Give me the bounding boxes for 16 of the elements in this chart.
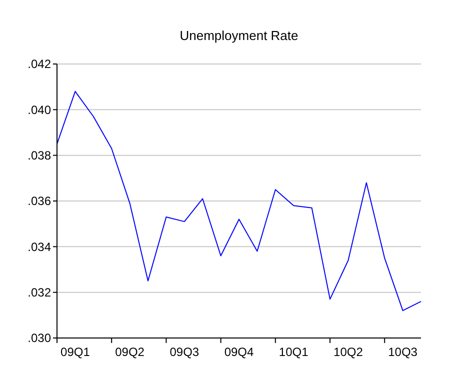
x-tick-label: 09Q1	[60, 345, 90, 359]
y-tick-label: .040	[28, 102, 52, 117]
y-tick-label: .042	[28, 57, 52, 72]
y-tick-label: .038	[28, 148, 52, 163]
x-tick-label: 10Q1	[278, 345, 309, 359]
line-series	[56, 90, 422, 312]
x-tick-label: 10Q3	[388, 345, 418, 359]
x-tick-label: 09Q3	[170, 345, 200, 359]
y-tick-label: .036	[28, 194, 52, 208]
y-tick-label: .032	[28, 286, 52, 300]
chart-title: Unemployment Rate	[180, 28, 298, 43]
x-tick-label: 09Q2	[115, 345, 145, 359]
y-tick-label: .030	[28, 331, 52, 346]
x-tick-label: 10Q2	[334, 345, 364, 359]
y-tick-label: .034	[28, 240, 52, 254]
x-tick-label: 09Q4	[224, 345, 254, 359]
